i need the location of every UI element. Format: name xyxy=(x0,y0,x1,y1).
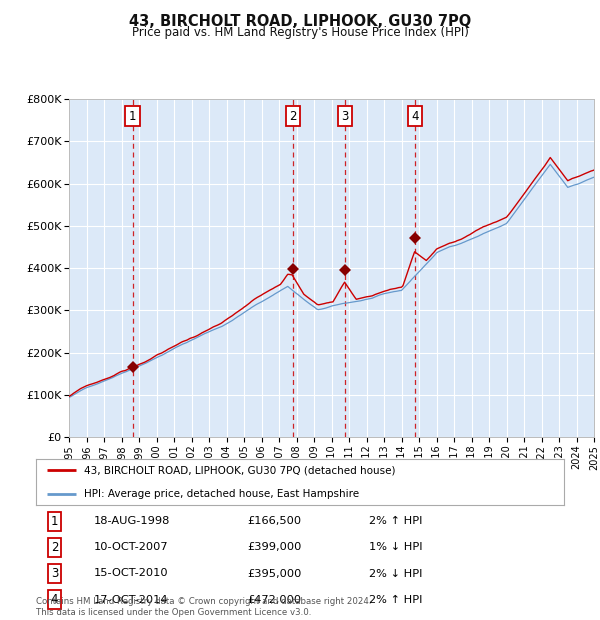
Text: 17-OCT-2014: 17-OCT-2014 xyxy=(94,595,169,604)
Text: 3: 3 xyxy=(51,567,58,580)
Text: Price paid vs. HM Land Registry's House Price Index (HPI): Price paid vs. HM Land Registry's House … xyxy=(131,26,469,39)
Text: 18-AUG-1998: 18-AUG-1998 xyxy=(94,516,170,526)
Text: 10-OCT-2007: 10-OCT-2007 xyxy=(94,542,169,552)
Text: 4: 4 xyxy=(412,110,419,123)
Text: 1% ↓ HPI: 1% ↓ HPI xyxy=(368,542,422,552)
Text: 43, BIRCHOLT ROAD, LIPHOOK, GU30 7PQ: 43, BIRCHOLT ROAD, LIPHOOK, GU30 7PQ xyxy=(129,14,471,29)
Text: 2% ↓ HPI: 2% ↓ HPI xyxy=(368,569,422,578)
Text: 1: 1 xyxy=(51,515,58,528)
Text: 2% ↑ HPI: 2% ↑ HPI xyxy=(368,516,422,526)
Text: Contains HM Land Registry data © Crown copyright and database right 2024.
This d: Contains HM Land Registry data © Crown c… xyxy=(36,598,371,617)
Text: £472,000: £472,000 xyxy=(247,595,301,604)
Text: 2: 2 xyxy=(289,110,296,123)
Text: 4: 4 xyxy=(51,593,58,606)
Text: £399,000: £399,000 xyxy=(247,542,302,552)
Text: £166,500: £166,500 xyxy=(247,516,301,526)
Text: 1: 1 xyxy=(129,110,136,123)
Text: 15-OCT-2010: 15-OCT-2010 xyxy=(94,569,169,578)
Text: 43, BIRCHOLT ROAD, LIPHOOK, GU30 7PQ (detached house): 43, BIRCHOLT ROAD, LIPHOOK, GU30 7PQ (de… xyxy=(83,466,395,476)
Text: £395,000: £395,000 xyxy=(247,569,302,578)
Text: 3: 3 xyxy=(341,110,349,123)
Text: 2: 2 xyxy=(51,541,58,554)
Text: HPI: Average price, detached house, East Hampshire: HPI: Average price, detached house, East… xyxy=(83,489,359,498)
Text: 2% ↑ HPI: 2% ↑ HPI xyxy=(368,595,422,604)
